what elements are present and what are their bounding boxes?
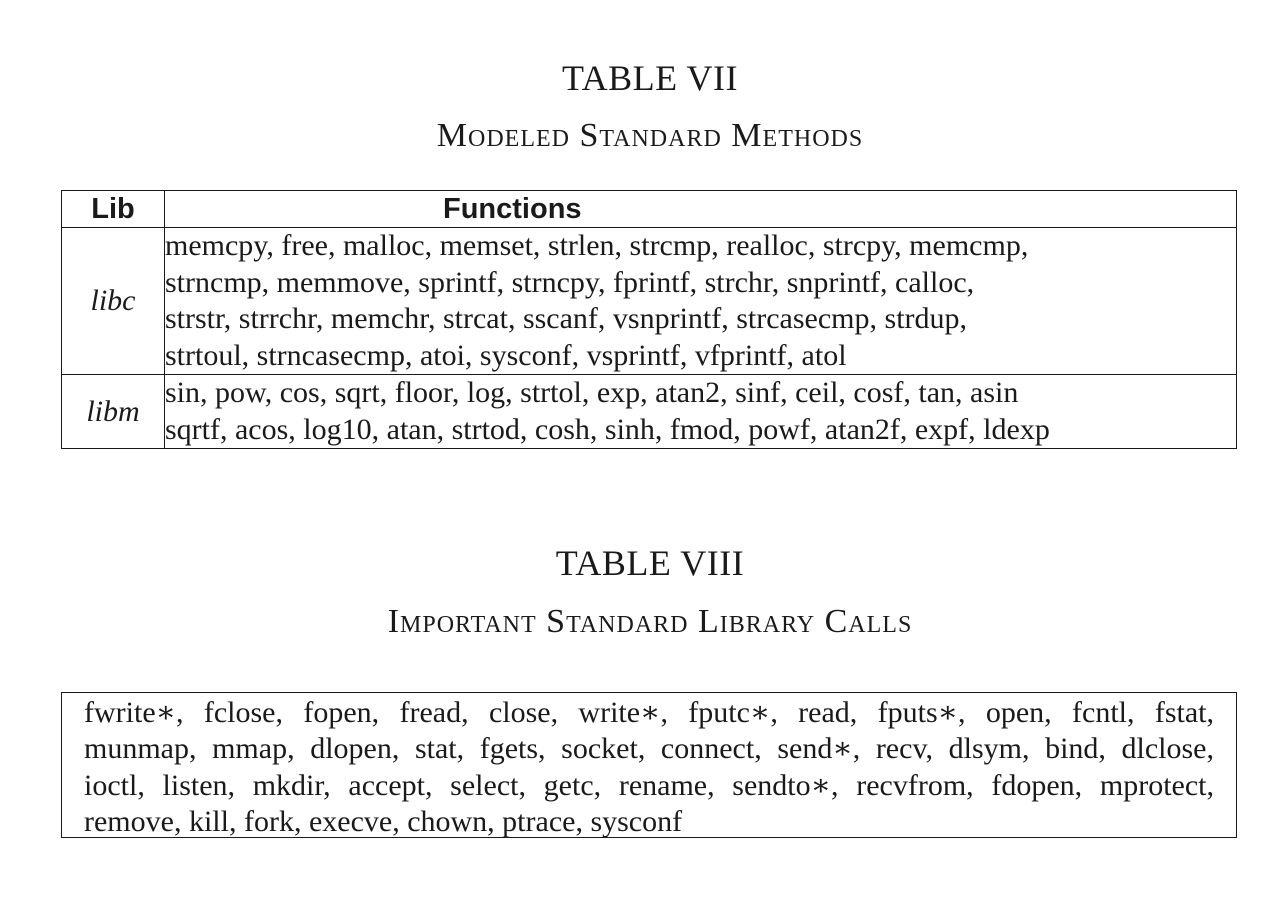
lib-cell-libm: libm xyxy=(61,374,165,449)
table-viii-label: TABLE VIII xyxy=(555,543,745,583)
function-list-line: sqrtf, acos, log10, atan, strtod, cosh, … xyxy=(165,412,1050,446)
function-list-line: strstr, strrchr, memchr, strcat, sscanf,… xyxy=(165,302,968,335)
library-call-line: remove, kill, fork, execve, chown, ptrac… xyxy=(84,804,683,838)
modeled-standard-methods-table: Lib Functions libc memcpy, free, malloc,… xyxy=(61,190,1237,449)
lib-column-header: Lib xyxy=(61,190,165,228)
function-list-line: memcpy, free, malloc, memset, strlen, st… xyxy=(165,229,1029,262)
table-vii-label: TABLE VII xyxy=(562,58,738,98)
lib-cell-libc: libc xyxy=(61,227,165,375)
function-list-line: sin, pow, cos, sqrt, floor, log, strtol,… xyxy=(165,376,1019,409)
functions-cell-libm: sin, pow, cos, sqrt, floor, log, strtol,… xyxy=(164,374,1237,449)
functions-cell-libc: memcpy, free, malloc, memset, strlen, st… xyxy=(164,227,1237,375)
library-call-line: ioctl, listen, mkdir, accept, select, ge… xyxy=(84,768,1214,802)
important-library-calls-box: fwrite∗, fclose, fopen, fread, close, wr… xyxy=(61,692,1237,838)
functions-column-header: Functions xyxy=(164,190,1237,228)
table-row: libc memcpy, free, malloc, memset, strle… xyxy=(61,227,1237,375)
library-call-line: fwrite∗, fclose, fopen, fread, close, wr… xyxy=(84,696,1214,729)
library-call-line: munmap, mmap, dlopen, stat, fgets, socke… xyxy=(84,732,1214,766)
function-list-line: strncmp, memmove, sprintf, strncpy, fpri… xyxy=(165,265,975,299)
table-viii-title: Important Standard Library Calls xyxy=(387,603,913,640)
table-row: libm sin, pow, cos, sqrt, floor, log, st… xyxy=(61,374,1237,449)
functions-header-label: Functions xyxy=(443,193,582,225)
function-list-line: strtoul, strncasecmp, atoi, sysconf, vsp… xyxy=(165,338,847,372)
table-vii-title: Modeled Standard Methods xyxy=(436,117,864,154)
table-header-row: Lib Functions xyxy=(61,190,1237,228)
